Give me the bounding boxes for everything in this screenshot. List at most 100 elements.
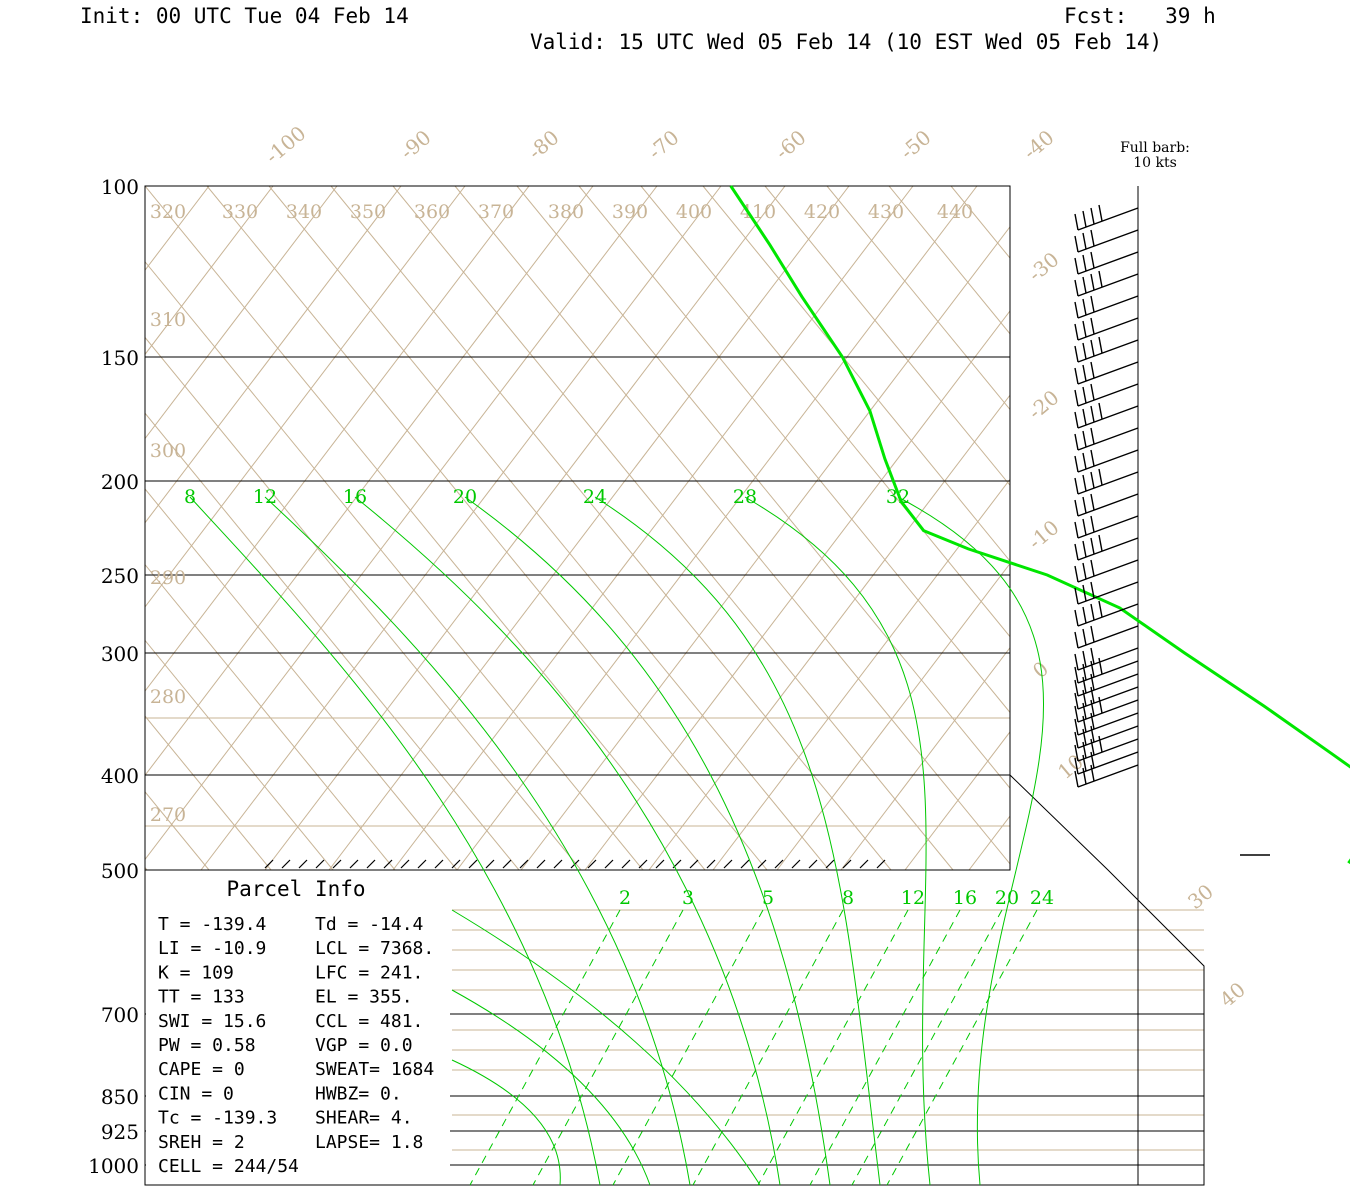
wind-barb [1074, 559, 1139, 583]
wind-barb-feather [1090, 361, 1095, 379]
valid-time: Valid: 15 UTC Wed 05 Feb 14 (10 EST Wed … [530, 30, 1163, 54]
theta-e-curve [264, 496, 691, 1186]
wind-barb [1074, 764, 1139, 788]
isotherm-line [145, 715, 272, 870]
wind-barb [1074, 270, 1139, 297]
wind-barb-feather [1082, 754, 1087, 772]
pressure-label-400: 400 [101, 764, 139, 788]
isotherm-line [268, 186, 830, 870]
wind-barb-staff [1077, 273, 1139, 297]
hatch-mark [502, 859, 512, 869]
hatch-mark [468, 859, 478, 869]
hatch-mark [536, 859, 546, 869]
isotherm-line [145, 186, 706, 870]
isotherm-line [145, 412, 520, 870]
wind-barb [1074, 317, 1139, 341]
wind-barb-feather [1090, 427, 1095, 445]
isotherm-line [145, 639, 334, 870]
parcel-field-right: LCL = 7368. [315, 938, 434, 959]
wind-barb-feather [1082, 496, 1087, 514]
isotherm-label: -100 [261, 121, 311, 168]
wind-barb-staff [1077, 686, 1139, 710]
pressure-label-300: 300 [101, 642, 139, 666]
lower-plot-frame [144, 774, 1205, 1186]
theta-label: 380 [548, 201, 584, 223]
wind-barb-feather [1074, 257, 1079, 275]
isotherm-line [145, 488, 458, 870]
theta-label: 280 [150, 686, 186, 708]
wind-barb [1074, 647, 1139, 671]
wind-barb [1074, 534, 1139, 561]
theta-e-label: 8 [184, 486, 196, 508]
isotherm-line [0, 186, 23, 870]
wind-barb [1074, 581, 1139, 605]
wind-barb-feather [1074, 679, 1079, 697]
wind-barb-feather [1082, 232, 1087, 250]
wind-barb-feather [1082, 663, 1087, 681]
parcel-field-left: SREH = 2 [158, 1132, 245, 1153]
isotherm-label: 10 [1053, 749, 1088, 784]
wind-barb-staff [1077, 647, 1139, 671]
mixing-ratio-label: 20 [995, 887, 1019, 909]
isotherm-line [454, 186, 1010, 865]
dry-adiabat-line [0, 186, 17, 870]
isotherm-label: -60 [770, 125, 810, 164]
theta-e-label: 12 [253, 486, 277, 508]
parcel-field-left: K = 109 [158, 962, 234, 983]
wind-barb [1074, 251, 1139, 275]
wind-barb-feather [1090, 660, 1095, 678]
wind-barb-staff [1077, 361, 1139, 385]
theta-label: 430 [868, 201, 904, 223]
wind-barb-feather [1082, 474, 1087, 492]
isotherm-line [145, 260, 644, 870]
dry-adiabat-line [264, 186, 786, 870]
isotherm-line [950, 186, 1010, 259]
wind-barb-staff [1077, 471, 1139, 495]
wind-barb [1074, 725, 1139, 749]
dry-adiabat-line [392, 186, 914, 870]
wind-barb-feather [1082, 767, 1087, 785]
isotherm-line [145, 336, 582, 870]
wind-barb-feather [1074, 499, 1079, 517]
theta-label: 420 [804, 201, 840, 223]
hatch-mark [570, 859, 580, 869]
theta-e-curve [451, 1059, 561, 1186]
wind-barb-feather [1090, 493, 1095, 511]
dry-adiabat-line [584, 310, 1010, 870]
wind-barb [1074, 673, 1139, 697]
mixing-ratio-line [692, 909, 844, 1186]
wind-barb-feather [1090, 449, 1095, 467]
wind-barb [1074, 402, 1139, 429]
wind-barb-feather [1082, 342, 1087, 360]
hatch-mark [842, 859, 852, 869]
wind-barb-feather [1074, 705, 1079, 723]
parcel-field-right: CCL = 481. [315, 1011, 423, 1032]
wind-barb-staff [1077, 764, 1139, 788]
wind-barb-feather [1090, 764, 1095, 782]
hatch-mark [281, 859, 291, 869]
wind-barb-staff [1077, 581, 1139, 605]
wind-barb-feather [1082, 298, 1087, 316]
wind-barb-feather [1098, 696, 1103, 714]
pressure-label-500: 500 [101, 859, 139, 883]
hatch-mark [264, 859, 274, 869]
parcel-field-left: SWI = 15.6 [158, 1011, 266, 1032]
pressure-label-925: 925 [101, 1120, 139, 1144]
wind-barb-feather [1082, 540, 1087, 558]
wind-barb-feather [1090, 581, 1095, 599]
parcel-field-right: LFC = 241. [315, 962, 423, 983]
isotherm-line [1137, 186, 1350, 870]
dry-adiabat-line [840, 646, 1010, 870]
wind-barb [1074, 686, 1139, 710]
isotherm-line [0, 186, 85, 870]
hatch-mark [740, 859, 750, 869]
hatch-mark [757, 859, 767, 869]
isotherm-line [206, 186, 768, 870]
wind-barb [1074, 600, 1139, 627]
wind-barb-feather [1082, 650, 1087, 668]
wind-barb-feather [1082, 584, 1087, 602]
isotherm-line [392, 186, 954, 870]
parcel-info-title: Parcel Info [226, 877, 365, 901]
wind-barb-feather [1074, 631, 1079, 649]
wind-barb-staff [1077, 699, 1139, 723]
